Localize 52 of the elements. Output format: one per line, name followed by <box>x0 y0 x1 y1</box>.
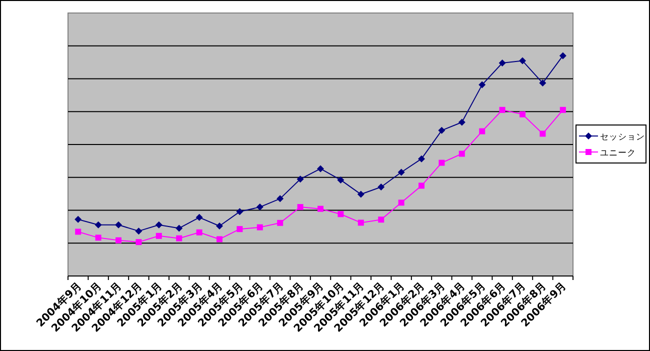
point <box>539 80 546 87</box>
point <box>357 190 364 198</box>
point <box>94 221 102 228</box>
point <box>317 165 324 172</box>
point <box>560 106 566 113</box>
point <box>216 236 222 242</box>
point <box>296 176 304 183</box>
point <box>196 214 203 221</box>
legend-label: セッション <box>600 132 645 142</box>
point <box>338 211 344 218</box>
point <box>318 206 324 212</box>
point <box>276 195 284 202</box>
point <box>520 111 526 118</box>
point <box>398 200 404 206</box>
point <box>438 126 446 134</box>
point <box>499 106 506 113</box>
point <box>74 216 82 223</box>
point <box>236 226 243 232</box>
point <box>458 150 465 157</box>
point <box>95 234 102 241</box>
point <box>498 60 506 66</box>
point <box>337 176 344 184</box>
point <box>196 229 202 236</box>
point <box>136 239 142 246</box>
point <box>236 208 244 216</box>
point <box>115 221 122 228</box>
point <box>378 184 385 191</box>
point <box>519 57 526 64</box>
point <box>256 224 263 230</box>
point <box>116 237 122 244</box>
point <box>176 224 183 232</box>
point <box>478 81 486 88</box>
legend-label: ユニーク <box>600 148 636 158</box>
point <box>398 168 405 176</box>
point <box>297 204 304 210</box>
point <box>155 221 162 228</box>
point <box>418 182 424 189</box>
point <box>216 222 223 230</box>
point <box>438 160 445 166</box>
point <box>277 220 284 226</box>
point <box>176 235 182 242</box>
point <box>358 220 364 226</box>
point <box>540 130 546 137</box>
point <box>378 216 384 223</box>
point <box>418 155 425 162</box>
point <box>75 228 82 235</box>
point <box>156 232 162 239</box>
point <box>135 228 142 235</box>
point <box>256 204 264 211</box>
point <box>479 128 486 134</box>
point <box>458 118 466 126</box>
point <box>559 52 566 60</box>
